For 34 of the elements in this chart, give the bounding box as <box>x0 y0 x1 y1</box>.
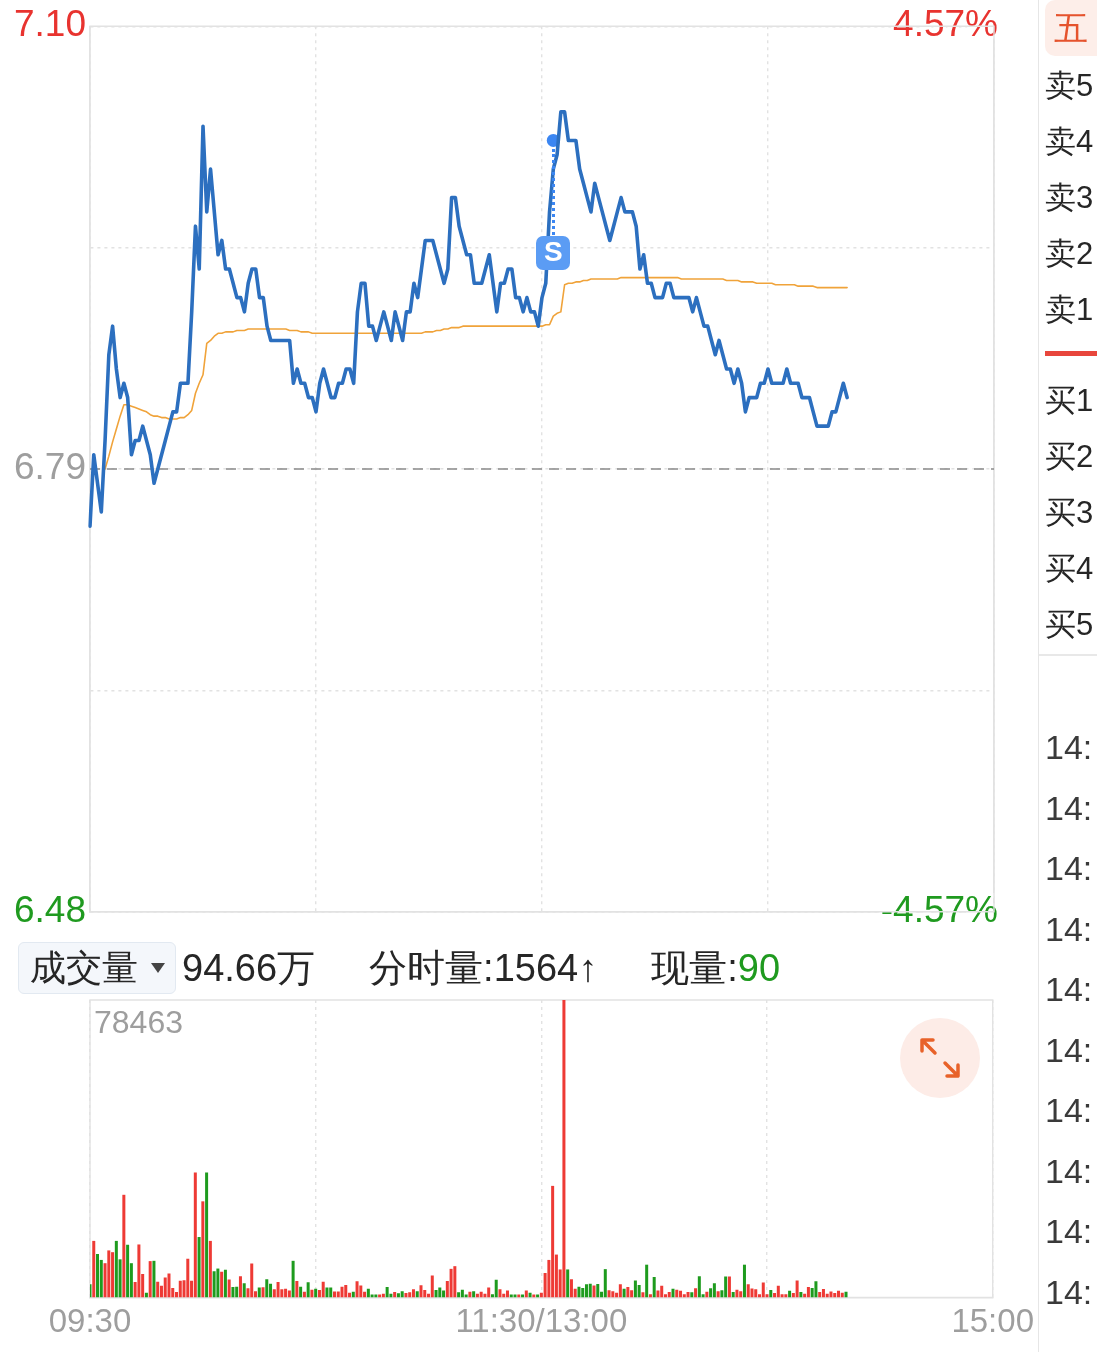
text: 14: <box>1045 909 1093 950</box>
text: 买5 <box>1045 606 1094 644</box>
text: 卖3 <box>1045 179 1094 217</box>
text: 14: <box>1045 1151 1093 1192</box>
chart-title: 成交量 <box>30 945 138 990</box>
text: 买1 <box>1045 382 1094 420</box>
x-tick-label: 11:30/13:00 <box>455 1302 628 1340</box>
y-tick-label: 7.10 <box>13 3 86 45</box>
x-tick-label: 15:00 <box>951 1302 1035 1340</box>
text: 14: <box>1045 1212 1093 1252</box>
text: 卖1 <box>1045 291 1094 329</box>
text: 买3 <box>1045 494 1094 532</box>
text: 14: <box>1045 788 1093 829</box>
text: 分时量:1564↑ <box>369 945 598 991</box>
text: 卖4 <box>1045 123 1094 161</box>
text: 现量:90 <box>651 945 781 991</box>
y-tick-label: 6.79 <box>13 446 86 488</box>
text: 卖5 <box>1045 67 1094 105</box>
text: 14: <box>1045 970 1093 1010</box>
y2-tick-label: 4.57% <box>893 3 998 45</box>
text: 卖2 <box>1045 235 1094 273</box>
y2-tick-label: -4.57% <box>880 889 998 930</box>
text: 买2 <box>1045 438 1094 476</box>
text: 14: <box>1045 1091 1093 1131</box>
annotation: 78463 <box>94 1003 183 1040</box>
text: 94.66万 <box>182 945 316 991</box>
y-tick-label: 6.48 <box>13 889 86 930</box>
text: 14: <box>1045 728 1093 768</box>
x-tick-label: 09:30 <box>48 1302 132 1340</box>
text: 14: <box>1045 1272 1093 1313</box>
text: 买4 <box>1045 550 1094 588</box>
text: 14: <box>1045 1030 1093 1071</box>
text: 14: <box>1045 849 1093 889</box>
text: 五 <box>1054 8 1088 49</box>
